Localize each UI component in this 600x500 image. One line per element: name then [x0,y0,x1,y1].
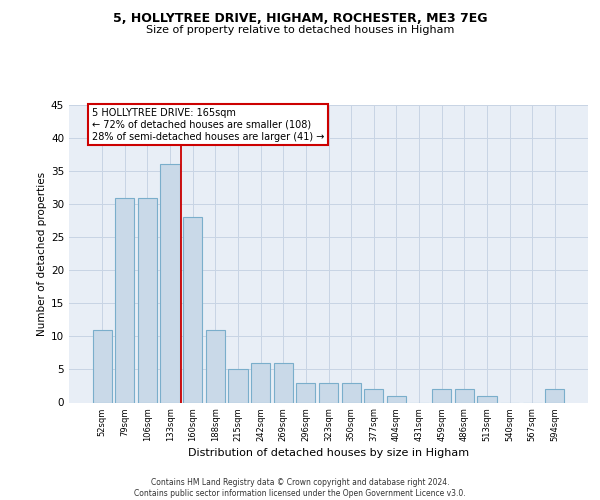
Bar [115,198,134,402]
Bar [545,390,565,402]
Bar [477,396,497,402]
Bar [251,363,270,403]
Bar [92,330,112,402]
Bar [206,330,225,402]
Text: Contains HM Land Registry data © Crown copyright and database right 2024.
Contai: Contains HM Land Registry data © Crown c… [134,478,466,498]
Bar [432,390,451,402]
Bar [341,382,361,402]
X-axis label: Distribution of detached houses by size in Higham: Distribution of detached houses by size … [188,448,469,458]
Bar [364,390,383,402]
Bar [183,218,202,402]
Y-axis label: Number of detached properties: Number of detached properties [37,172,47,336]
Bar [455,390,474,402]
Bar [319,382,338,402]
Bar [274,363,293,403]
Bar [160,164,180,402]
Bar [138,198,157,402]
Bar [387,396,406,402]
Text: 5, HOLLYTREE DRIVE, HIGHAM, ROCHESTER, ME3 7EG: 5, HOLLYTREE DRIVE, HIGHAM, ROCHESTER, M… [113,12,487,26]
Bar [296,382,316,402]
Text: Size of property relative to detached houses in Higham: Size of property relative to detached ho… [146,25,454,35]
Bar [229,370,248,402]
Text: 5 HOLLYTREE DRIVE: 165sqm
← 72% of detached houses are smaller (108)
28% of semi: 5 HOLLYTREE DRIVE: 165sqm ← 72% of detac… [92,108,325,142]
